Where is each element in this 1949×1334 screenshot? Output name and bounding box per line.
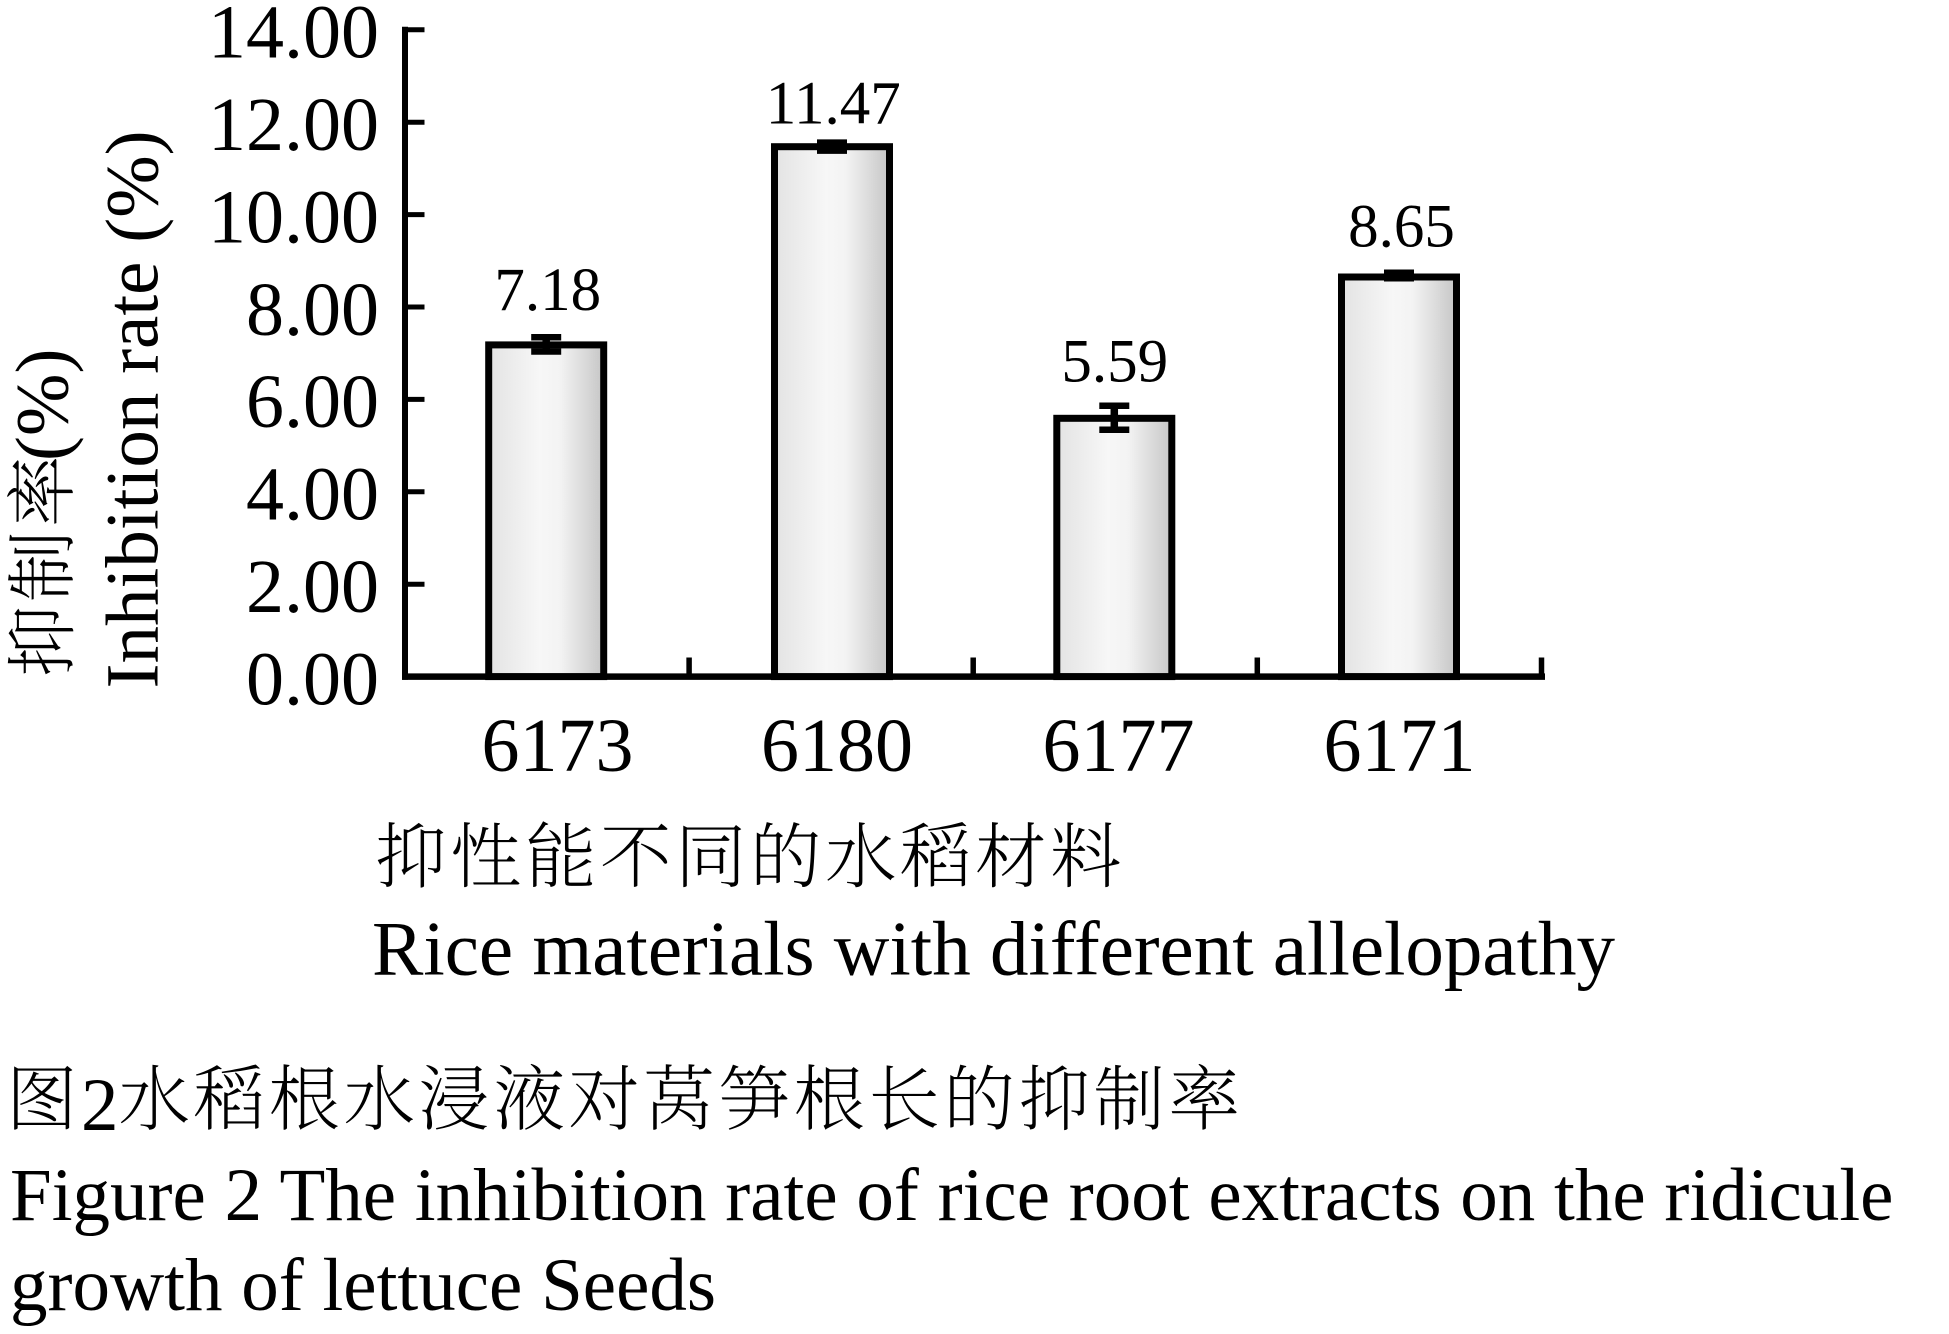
svg-text:2: 2 xyxy=(81,1064,119,1147)
svg-text:8.00: 8.00 xyxy=(246,268,379,352)
svg-text:6177: 6177 xyxy=(1043,704,1195,788)
svg-text:5.59: 5.59 xyxy=(1061,328,1168,395)
svg-text:6.00: 6.00 xyxy=(246,360,379,444)
svg-text:8.65: 8.65 xyxy=(1348,194,1455,261)
svg-text:4.00: 4.00 xyxy=(246,453,379,537)
svg-text:11.47: 11.47 xyxy=(766,71,901,138)
svg-text:10.00: 10.00 xyxy=(208,175,379,259)
svg-text:6171: 6171 xyxy=(1324,704,1476,788)
svg-text:12.00: 12.00 xyxy=(208,83,379,167)
svg-text:6180: 6180 xyxy=(761,704,913,788)
svg-text:7.18: 7.18 xyxy=(494,257,601,324)
svg-text:14.00: 14.00 xyxy=(208,0,379,75)
svg-text:Inhibition rate (%): Inhibition rate (%) xyxy=(92,130,175,688)
svg-text:growth of lettuce Seeds: growth of lettuce Seeds xyxy=(10,1244,716,1327)
svg-text:(%): (%) xyxy=(2,349,85,461)
svg-text:Rice materials with different: Rice materials with different allelopath… xyxy=(372,906,1615,992)
svg-text:Figure 2 The inhibition rate o: Figure 2 The inhibition rate of rice roo… xyxy=(10,1154,1893,1237)
svg-text:6173: 6173 xyxy=(482,704,634,788)
svg-text:0.00: 0.00 xyxy=(246,637,379,721)
svg-text:2.00: 2.00 xyxy=(246,545,379,629)
